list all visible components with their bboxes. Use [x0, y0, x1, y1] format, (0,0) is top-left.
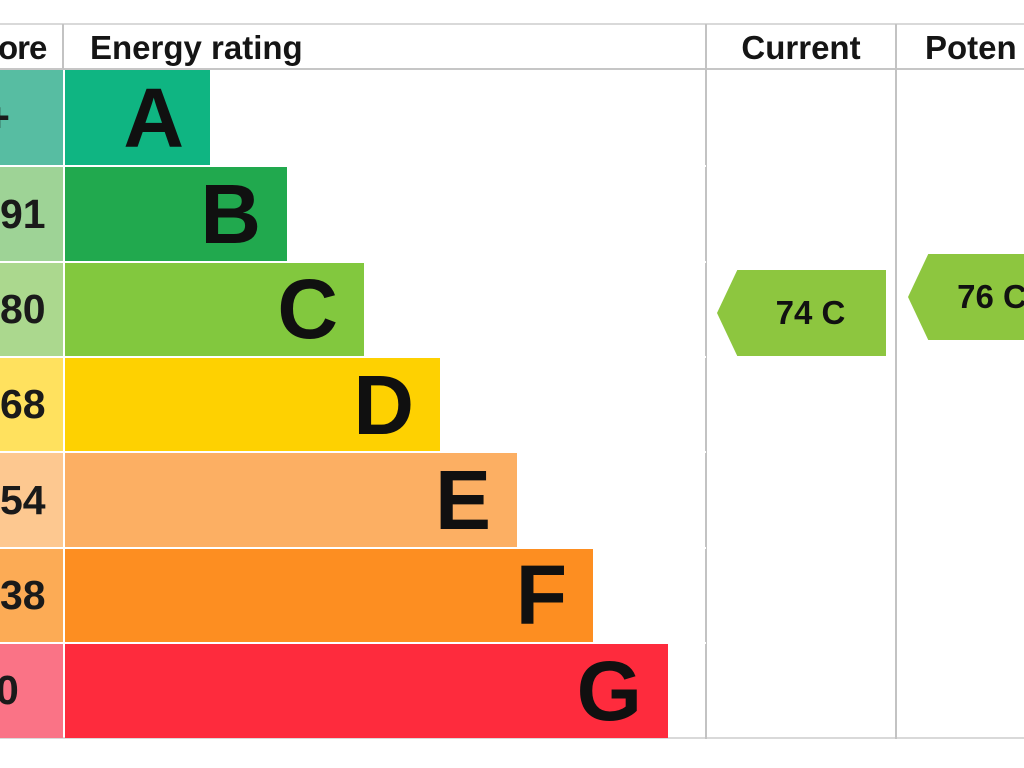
potential-rating-label: 76 C — [957, 278, 1024, 315]
band-row-f: 38 F — [0, 546, 706, 643]
potential-rating-arrow: 76 C — [908, 254, 1024, 340]
potential-column-header: Poten — [925, 29, 1017, 66]
header-bottom-border — [0, 68, 1024, 70]
score-fragment-f: 38 — [0, 571, 46, 618]
score-cell-g: 0 — [0, 644, 63, 738]
score-fragment-b: 91 — [0, 190, 46, 237]
score-cell-b: 91 — [0, 167, 63, 261]
table-bottom-border — [0, 737, 1024, 739]
current-column-divider — [705, 24, 707, 739]
band-letter-d: D — [353, 357, 414, 452]
band-letter-b: B — [200, 167, 261, 262]
band-letter-f: F — [515, 548, 567, 643]
rating-bar-f: F — [65, 548, 593, 643]
score-fragment-c: 80 — [0, 285, 46, 332]
score-fragment-d: 68 — [0, 381, 46, 428]
score-cell-f: 38 — [0, 548, 63, 643]
table-top-border — [0, 23, 1024, 25]
current-rating-arrow: 74 C — [717, 270, 886, 356]
potential-column-divider — [895, 24, 897, 739]
band-letter-e: E — [434, 453, 491, 548]
band-row-a: + A — [0, 70, 706, 166]
score-column-header: ore — [0, 29, 47, 66]
band-row-e: 54 E — [0, 451, 706, 548]
current-column-header: Current — [741, 29, 861, 66]
band-letter-c: C — [277, 262, 338, 357]
rating-bar-g: G — [65, 643, 668, 738]
current-rating-label: 74 C — [775, 294, 846, 331]
score-cell-a: + — [0, 70, 63, 166]
band-row-d: 68 D — [0, 356, 706, 452]
rating-bar-d: D — [65, 357, 440, 452]
energy-rating-column-header: Energy rating — [90, 29, 303, 66]
rating-bar-b: B — [65, 167, 287, 262]
score-fragment-a: + — [0, 94, 10, 141]
band-row-b: 91 B — [0, 165, 706, 262]
rating-bar-e: E — [65, 453, 517, 548]
band-letter-a: A — [123, 70, 184, 165]
band-rows: + A 91 B 80 C 68 — [0, 70, 706, 738]
score-fragment-g: 0 — [0, 667, 19, 714]
band-row-c: 80 C — [0, 260, 706, 357]
rating-bar-a: A — [65, 70, 210, 166]
score-cell-c: 80 — [0, 262, 63, 357]
rating-bar-c: C — [65, 262, 364, 357]
score-cell-e: 54 — [0, 453, 63, 547]
score-column-divider — [62, 24, 64, 69]
score-fragment-e: 54 — [0, 476, 46, 523]
band-letter-g: G — [576, 643, 642, 738]
score-cell-d: 68 — [0, 358, 63, 452]
band-row-g: 0 G — [0, 642, 706, 738]
